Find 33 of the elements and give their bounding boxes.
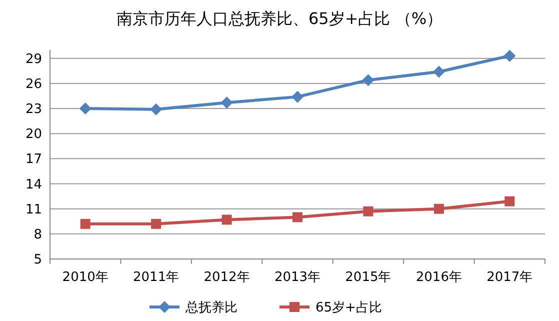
x-tick-label: 2012年 (204, 270, 250, 285)
x-tick-label: 2016年 (416, 270, 462, 285)
point (292, 212, 302, 222)
x-tick-label: 2013年 (274, 270, 321, 285)
point (151, 218, 162, 229)
point (363, 206, 374, 216)
y-tick-label: 17 (25, 152, 42, 168)
point (292, 90, 304, 103)
y-tick-label: 8 (34, 227, 42, 242)
y-tick-label: 26 (25, 76, 42, 92)
point (222, 214, 232, 225)
point (434, 204, 444, 214)
legend-label: 65岁+占比 (316, 300, 382, 316)
point (362, 74, 374, 86)
point (432, 66, 445, 78)
point (504, 196, 515, 206)
x-tick-label: 2011年 (133, 270, 180, 285)
point (80, 218, 90, 229)
point (79, 102, 92, 115)
y-tick-label: 14 (25, 177, 42, 192)
point (220, 96, 233, 109)
y-tick-label: 29 (25, 52, 42, 67)
y-tick-label: 23 (25, 102, 42, 118)
x-tick-label: 2015年 (345, 270, 392, 285)
x-tick-label: 2010年 (62, 270, 108, 285)
x-tick-label: 2017年 (486, 270, 533, 285)
y-tick-label: 20 (25, 127, 42, 142)
point (150, 103, 162, 116)
y-tick-label: 5 (34, 252, 42, 268)
y-tick-label: 11 (25, 202, 42, 218)
chart-title: 南京市历年人口总抚养比、65岁+占比 （%） (116, 9, 443, 28)
point (504, 50, 516, 62)
legend-label: 总抚养比 (184, 300, 238, 316)
